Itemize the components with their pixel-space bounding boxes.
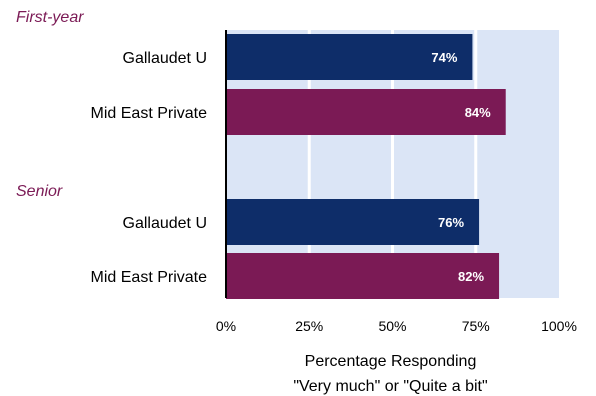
group-label: First-year (16, 9, 84, 26)
labels: First-year Gallaudet U 74% Mid East Private… (16, 9, 577, 395)
category-label: Mid East Private (91, 105, 208, 122)
x-tick-label: 100% (541, 318, 577, 334)
bars (226, 34, 506, 299)
category-label: Mid East Private (91, 269, 208, 286)
bar (226, 253, 500, 299)
category-label: Gallaudet U (123, 215, 208, 232)
x-tick-label: 0% (216, 318, 236, 334)
x-tick-label: 25% (295, 318, 323, 334)
x-tick-label: 50% (378, 318, 406, 334)
data-label: 84% (465, 105, 491, 120)
bar (226, 199, 480, 245)
bar (226, 89, 506, 135)
x-axis-title: Percentage Responding (305, 353, 477, 370)
x-axis-title: "Very much" or "Quite a bit" (293, 378, 487, 395)
bar (226, 34, 473, 80)
group-label: Senior (16, 183, 63, 200)
data-label: 74% (431, 50, 457, 65)
x-tick-label: 75% (462, 318, 490, 334)
category-label: Gallaudet U (123, 50, 208, 67)
data-label: 76% (438, 215, 464, 230)
data-label: 82% (458, 269, 484, 284)
